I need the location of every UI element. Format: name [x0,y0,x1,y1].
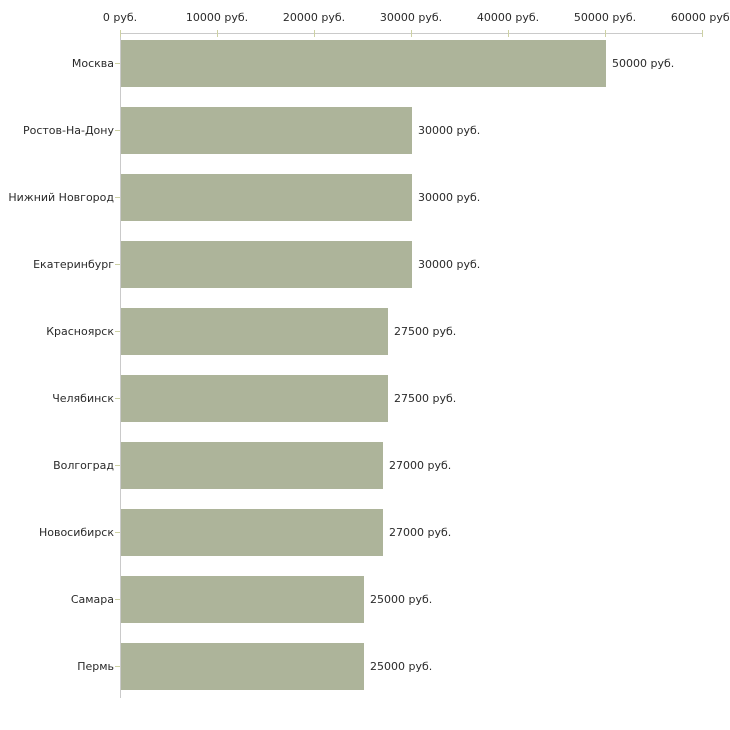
value-label: 30000 руб. [418,191,481,204]
bar [121,107,412,154]
bar [121,576,364,623]
y-axis-tick-mark [115,63,120,64]
bar [121,174,412,221]
value-label: 27500 руб. [394,325,457,338]
category-label: Красноярск [46,325,114,338]
y-axis-tick-mark [115,130,120,131]
value-label: 27000 руб. [389,459,452,472]
x-axis-tick-label: 20000 руб. [282,11,346,24]
x-axis-tick-label: 10000 руб. [185,11,249,24]
x-axis-tick-label: 50000 руб. [573,11,637,24]
y-axis-tick-mark [115,398,120,399]
category-label: Самара [70,593,114,606]
x-axis-tick-mark [217,30,218,37]
value-label: 27500 руб. [394,392,457,405]
bar [121,375,388,422]
category-label: Челябинск [52,392,114,405]
value-label: 25000 руб. [370,593,433,606]
x-axis-tick-mark [314,30,315,37]
x-axis-tick-label: 60000 руб. [670,11,730,24]
x-axis-tick-mark [508,30,509,37]
x-axis-tick-label: 30000 руб. [379,11,443,24]
y-axis-tick-mark [115,331,120,332]
x-axis-tick-mark [702,30,703,37]
category-label: Москва [71,57,114,70]
value-label: 30000 руб. [418,258,481,271]
category-label: Нижний Новгород [8,191,114,204]
value-label: 27000 руб. [389,526,452,539]
value-label: 50000 руб. [612,57,675,70]
bar [121,241,412,288]
x-axis-tick-mark [120,30,121,37]
bar [121,643,364,690]
x-axis-tick-label: 40000 руб. [476,11,540,24]
x-axis-tick-mark [411,30,412,37]
y-axis-tick-mark [115,666,120,667]
bar [121,40,606,87]
value-label: 25000 руб. [370,660,433,673]
category-label: Пермь [77,660,114,673]
bar [121,442,383,489]
bar [121,308,388,355]
category-label: Ростов-На-Дону [22,124,114,137]
y-axis-tick-mark [115,264,120,265]
category-label: Волгоград [53,459,114,472]
value-label: 30000 руб. [418,124,481,137]
y-axis-line [120,33,121,698]
y-axis-tick-mark [115,197,120,198]
x-axis-tick-label: 0 руб. [102,11,138,24]
category-label: Екатеринбург [33,258,114,271]
y-axis-tick-mark [115,465,120,466]
category-label: Новосибирск [38,526,114,539]
y-axis-tick-mark [115,532,120,533]
x-axis-tick-mark [605,30,606,37]
bar [121,509,383,556]
y-axis-tick-mark [115,599,120,600]
